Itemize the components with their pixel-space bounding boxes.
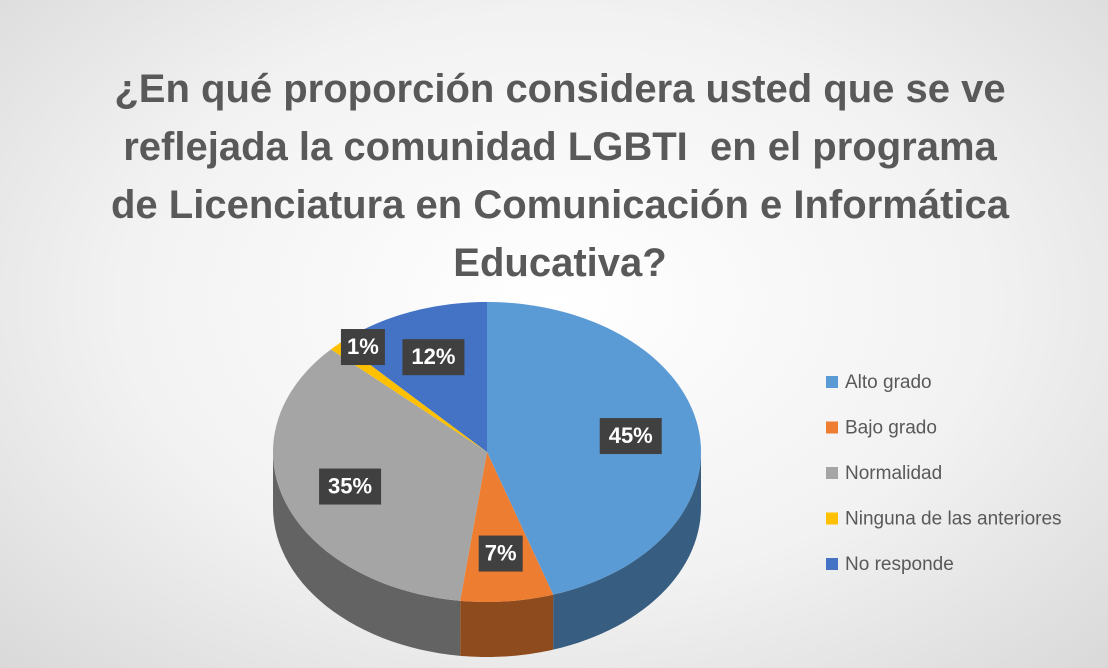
data-label: 1% — [347, 334, 379, 359]
legend-swatch — [826, 467, 838, 479]
data-label-box — [599, 418, 662, 455]
legend-label: Bajo grado — [845, 418, 937, 439]
legend-swatch — [826, 512, 838, 525]
legend-label: No responde — [845, 554, 954, 575]
pie-side — [553, 452, 701, 650]
data-label-box — [319, 468, 382, 505]
pie-slice — [487, 302, 701, 595]
data-label: 45% — [609, 423, 653, 448]
legend-label: Normalidad — [845, 463, 942, 484]
legend-label: Ninguna de las anteriores — [845, 509, 1062, 530]
data-label-box — [340, 329, 385, 366]
legend-swatch — [826, 558, 838, 570]
pie-side — [460, 594, 554, 657]
data-label: 7% — [485, 540, 517, 565]
legend-label: Alto grado — [845, 372, 932, 393]
pie-side — [273, 452, 461, 656]
data-label-box — [478, 535, 523, 572]
data-label: 12% — [411, 344, 455, 369]
legend-swatch — [826, 421, 838, 434]
data-label: 35% — [328, 473, 372, 498]
data-label-box — [402, 339, 465, 376]
pie-slice — [331, 342, 487, 452]
chart-title: ¿En qué proporción considera usted que s… — [110, 67, 1021, 285]
legend-swatch — [826, 376, 838, 388]
